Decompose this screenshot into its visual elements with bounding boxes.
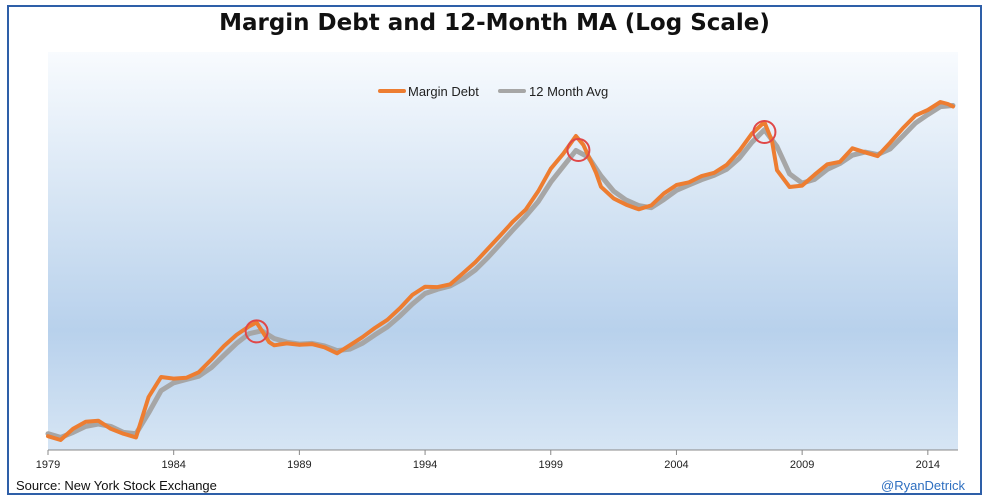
annotation-circle — [566, 138, 591, 163]
x-tick-label: 2004 — [664, 459, 688, 471]
x-tick-group: 1979 1984 1989 1994 1999 2004 2009 2014 — [36, 450, 940, 471]
source-note: Source: New York Stock Exchange — [16, 478, 217, 493]
x-tick-label: 2014 — [916, 459, 940, 471]
x-tick-label: 1989 — [287, 459, 311, 471]
chart-title: Margin Debt and 12-Month MA (Log Scale) — [219, 10, 770, 36]
x-tick-label: 1984 — [161, 459, 185, 471]
annotation-circle — [244, 319, 269, 344]
x-tick-label: 1979 — [36, 459, 60, 471]
x-tick-label: 1999 — [539, 459, 563, 471]
series-group — [45, 100, 956, 442]
credit-handle: @RyanDetrick — [881, 478, 965, 493]
legend: Margin Debt 12 Month Avg — [378, 84, 608, 99]
series-line-margin-debt — [46, 100, 955, 442]
legend-label: 12 Month Avg — [529, 84, 608, 99]
x-tick-label: 2009 — [790, 459, 814, 471]
legend-label: Margin Debt — [408, 84, 479, 99]
plot-area — [48, 52, 958, 450]
x-tick-label: 1994 — [413, 459, 437, 471]
annotation-group — [244, 120, 777, 344]
annotation-circle — [752, 120, 777, 145]
